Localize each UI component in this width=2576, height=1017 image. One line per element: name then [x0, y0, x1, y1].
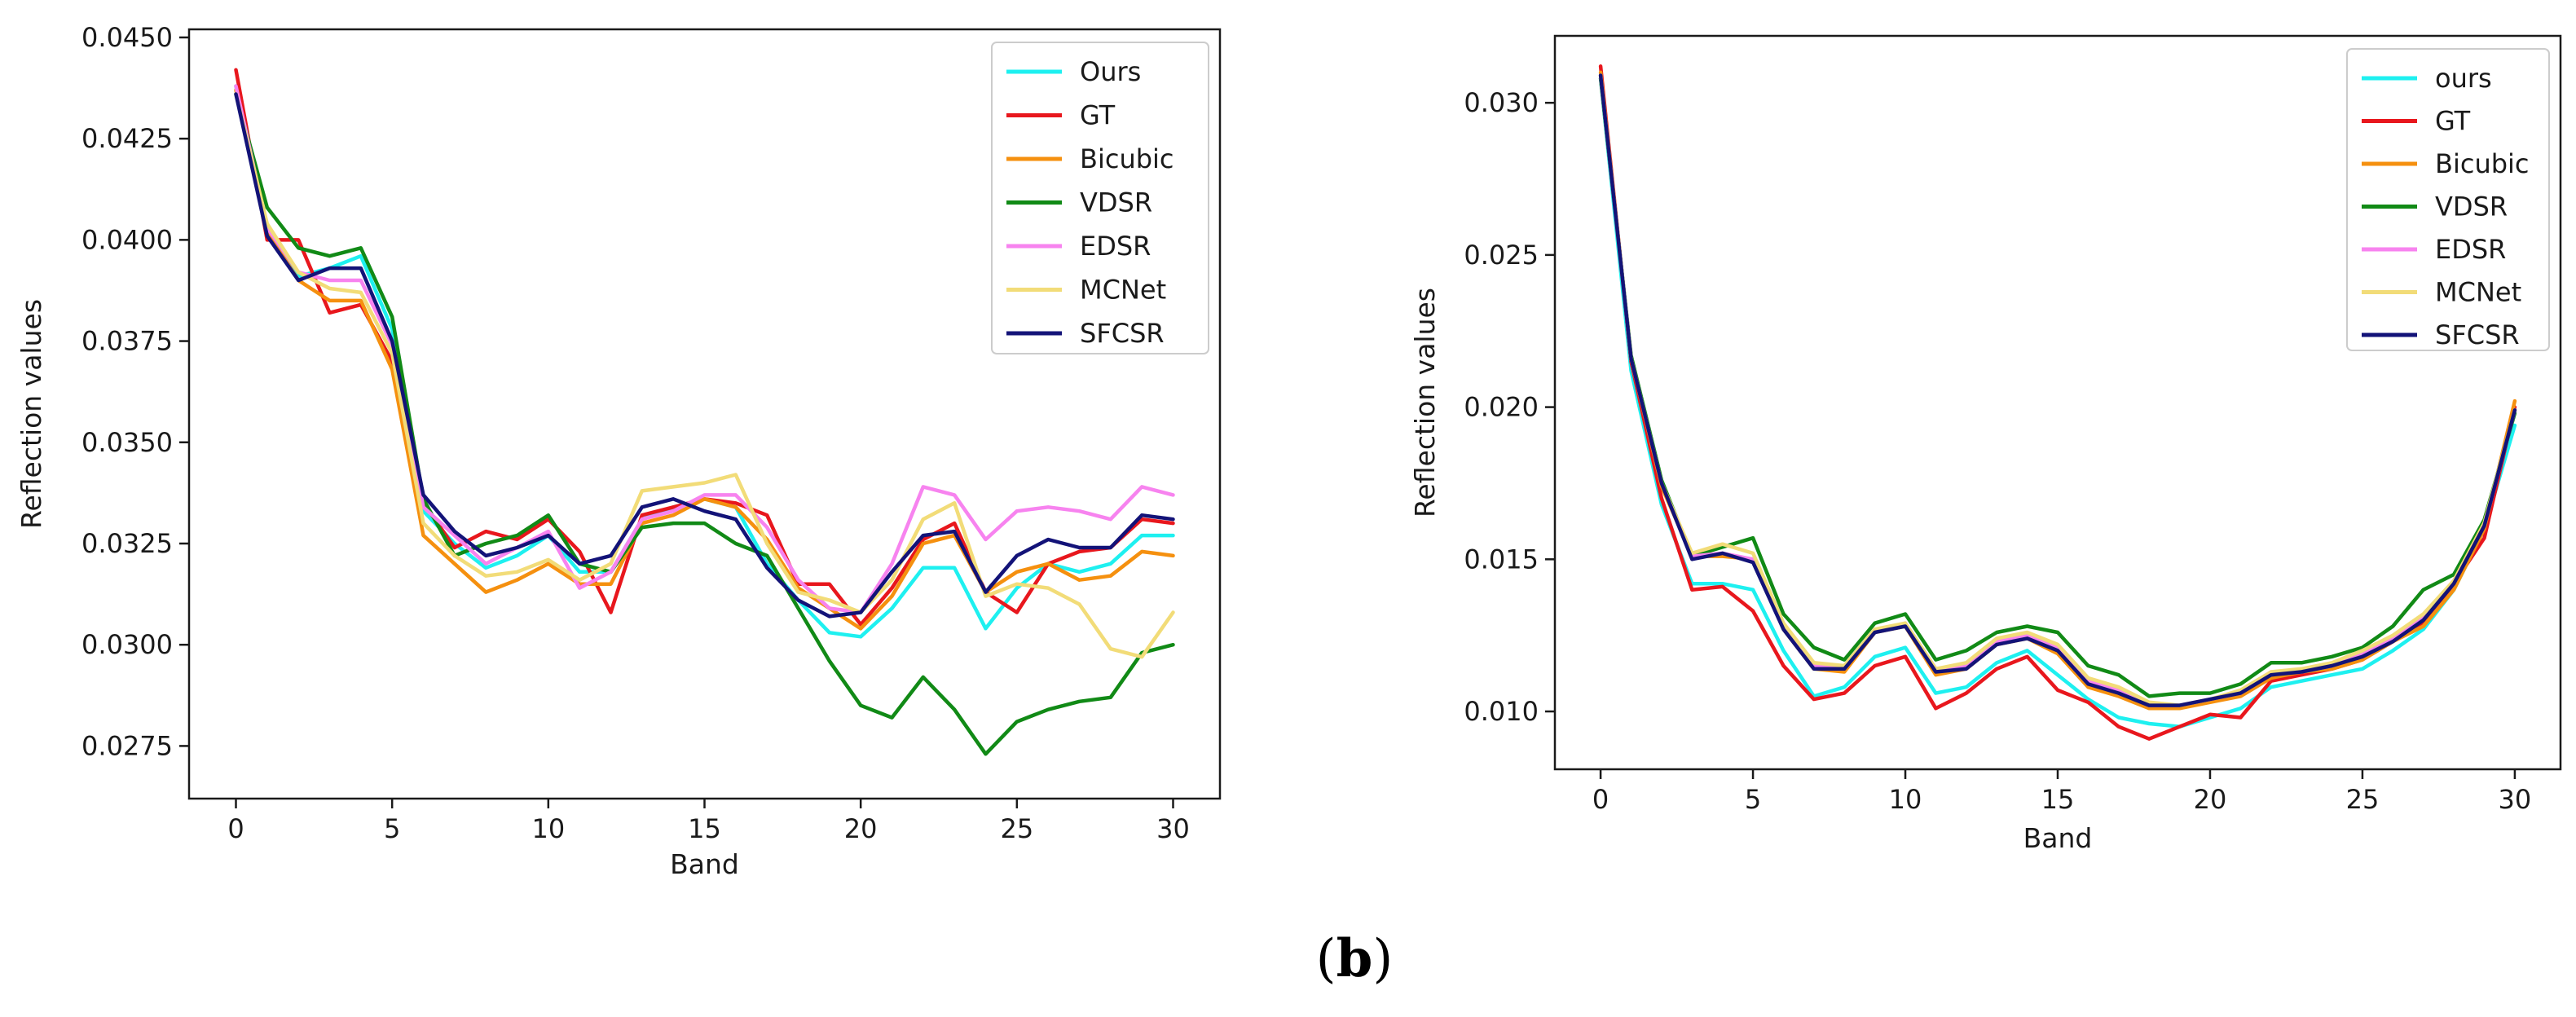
y-tick-label: 0.0375 [81, 326, 173, 357]
x-tick-label: 30 [1156, 813, 1190, 844]
series-line-ours [1598, 77, 2517, 729]
legend-box [2346, 48, 2550, 351]
caption-letter: b [1336, 928, 1373, 989]
caption-open-paren: ( [1316, 929, 1336, 989]
x-tick-label: 5 [384, 813, 400, 844]
series-line-sfcsr [234, 92, 1175, 619]
legend-label-edsr: EDSR [1080, 231, 1151, 262]
y-tick-label: 0.020 [1464, 392, 1539, 423]
legend-label-ours: ours [2435, 63, 2492, 94]
legend-label-gt: GT [1080, 100, 1116, 131]
legend-label-gt: GT [2435, 106, 2471, 137]
x-tick-label: 10 [531, 813, 565, 844]
x-axis-label: Band [670, 848, 739, 880]
x-tick-label: 20 [844, 813, 878, 844]
y-tick-label: 0.0400 [81, 224, 173, 255]
y-axis-label: Reflection values [15, 299, 47, 529]
series-line-bicubic [234, 88, 1175, 631]
y-tick-label: 0.0450 [81, 22, 173, 53]
x-tick-label: 0 [1592, 784, 1609, 815]
legend-label-sfcsr: SFCSR [2435, 319, 2520, 350]
series-line-edsr [1598, 73, 2517, 707]
legend-label-edsr: EDSR [2435, 234, 2506, 265]
legend-label-vdsr: VDSR [1080, 187, 1152, 218]
y-tick-label: 0.025 [1464, 240, 1539, 271]
chart-left: 0 5 10 15 20 25 30 0.0275 0.0300 0.0325 0.0350 0.03… [15, 22, 1222, 880]
x-tick-label: 30 [2499, 784, 2532, 815]
series-line-mcnet [1598, 73, 2517, 707]
y-axis-label: Reflection values [1409, 288, 1441, 517]
x-tick-label: 25 [2346, 784, 2380, 815]
series-line-sfcsr [1598, 73, 2517, 707]
y-tick-label: 0.0325 [81, 528, 173, 559]
x-axis-label: Band [2023, 822, 2093, 854]
x-tick-label: 25 [1000, 813, 1033, 844]
figure-caption: (b) [1316, 928, 1394, 989]
legend-label-mcnet: MCNet [1080, 275, 1166, 306]
legend-label-sfcsr: SFCSR [1080, 318, 1165, 349]
y-tick-label: 0.010 [1464, 696, 1539, 727]
legend-box [991, 42, 1209, 354]
legend-label-bicubic: Bicubic [2435, 148, 2530, 179]
legend-label-mcnet: MCNet [2435, 277, 2521, 308]
series-line-vdsr [234, 92, 1175, 756]
series-line-mcnet [234, 92, 1175, 659]
caption-close-paren: ) [1372, 929, 1393, 989]
y-tick-label: 0.015 [1464, 544, 1539, 575]
y-tick-label: 0.030 [1464, 87, 1539, 118]
x-tick-label: 0 [227, 813, 244, 844]
x-tick-label: 20 [2194, 784, 2227, 815]
legend-label-bicubic: Bicubic [1080, 143, 1174, 174]
x-tick-label: 15 [688, 813, 721, 844]
y-tick-label: 0.0275 [81, 730, 173, 761]
x-tick-label: 5 [1745, 784, 1761, 815]
legend-label-ours: Ours [1080, 56, 1141, 87]
legend-label-vdsr: VDSR [2435, 192, 2508, 222]
chart-right: 0 5 10 15 20 25 30 0.010 0.015 0.020 0.025 0.030 Ban… [1409, 34, 2562, 854]
x-tick-label: 10 [1889, 784, 1922, 815]
x-tick-label: 15 [2041, 784, 2075, 815]
y-tick-label: 0.0350 [81, 427, 173, 458]
y-tick-label: 0.0425 [81, 123, 173, 154]
series-line-vdsr [1598, 77, 2517, 698]
y-tick-label: 0.0300 [81, 629, 173, 660]
